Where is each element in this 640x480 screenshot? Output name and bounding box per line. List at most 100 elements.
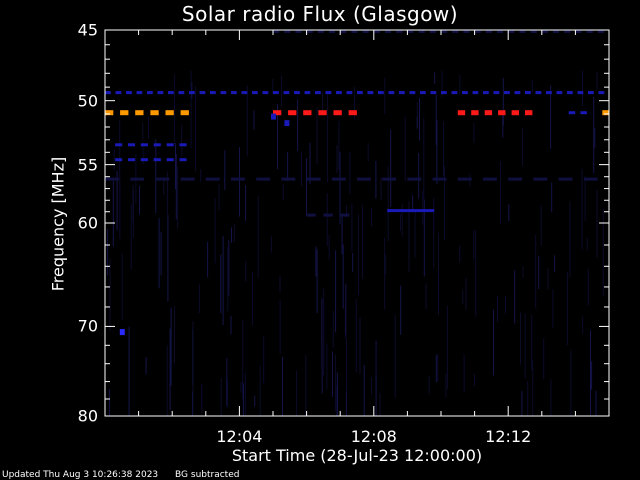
band-dash bbox=[474, 30, 481, 33]
noise-streak bbox=[163, 177, 165, 196]
noise-streak bbox=[305, 355, 307, 416]
noise-streak bbox=[297, 99, 299, 152]
band-dash bbox=[318, 110, 327, 116]
band-dash bbox=[135, 110, 144, 116]
band-dash bbox=[115, 143, 123, 147]
noise-streak bbox=[339, 151, 341, 225]
chart-title: Solar radio Flux (Glasgow) bbox=[181, 2, 459, 26]
noise-streak bbox=[277, 104, 278, 170]
noise-streak bbox=[335, 354, 337, 412]
noise-streak bbox=[259, 365, 261, 416]
band-dash bbox=[128, 158, 136, 162]
noise-streak bbox=[433, 197, 435, 268]
noise-streak bbox=[287, 151, 289, 182]
noise-streak bbox=[367, 142, 369, 161]
band-dash bbox=[180, 110, 189, 116]
band-dash bbox=[283, 91, 290, 95]
noise-streak bbox=[581, 169, 583, 250]
band-dash bbox=[597, 30, 604, 33]
x-tick-label: 12:04 bbox=[216, 427, 263, 446]
band-dash bbox=[306, 30, 313, 33]
noise-streak bbox=[167, 214, 169, 302]
noise-streak bbox=[540, 205, 542, 246]
band-dash bbox=[430, 91, 437, 95]
noise-streak bbox=[119, 182, 121, 239]
noise-streak bbox=[532, 359, 534, 416]
noise-streak bbox=[361, 204, 363, 279]
y-tick-label: 80 bbox=[77, 406, 98, 426]
noise-streak bbox=[316, 107, 318, 164]
noise-streak bbox=[281, 76, 283, 107]
noise-streak bbox=[584, 175, 586, 221]
band-dash bbox=[199, 91, 206, 95]
band-dash bbox=[441, 91, 447, 95]
band-dash bbox=[331, 177, 346, 181]
band-dash bbox=[546, 91, 552, 95]
band-dash bbox=[140, 143, 148, 147]
x-tick-label: 12:12 bbox=[485, 427, 532, 446]
band-dash bbox=[508, 30, 515, 33]
band-dash bbox=[351, 30, 358, 33]
band-dash bbox=[485, 30, 492, 33]
band-dash bbox=[340, 213, 350, 217]
noise-streak bbox=[341, 213, 343, 254]
noise-streak bbox=[306, 158, 307, 216]
band-dash bbox=[304, 91, 311, 95]
band-dash bbox=[256, 177, 271, 181]
noise-streak bbox=[412, 195, 414, 213]
noise-streak bbox=[375, 345, 377, 376]
noise-streak bbox=[390, 129, 392, 207]
noise-streak bbox=[355, 299, 357, 373]
noise-streak bbox=[438, 232, 439, 316]
band-dash bbox=[115, 158, 123, 162]
noise-streak bbox=[465, 278, 467, 310]
band-dash bbox=[407, 177, 422, 181]
band-dash bbox=[451, 91, 458, 95]
band-dash bbox=[165, 110, 174, 116]
noise-streak bbox=[145, 357, 147, 374]
noise-streak bbox=[379, 392, 381, 416]
noise-streak bbox=[295, 370, 297, 416]
noise-streak bbox=[502, 78, 504, 126]
band-dash bbox=[378, 91, 384, 95]
noise-streak bbox=[520, 312, 521, 365]
band-dash bbox=[166, 158, 174, 162]
noise-streak bbox=[594, 127, 596, 148]
band-dash bbox=[463, 30, 470, 33]
band-dash bbox=[306, 213, 316, 217]
noise-streak bbox=[142, 142, 144, 165]
noise-streak bbox=[384, 238, 386, 310]
noise-streak bbox=[169, 328, 171, 411]
band-dash bbox=[598, 91, 605, 95]
noise-streak bbox=[336, 372, 338, 416]
noise-streak bbox=[270, 236, 272, 253]
noise-streak bbox=[527, 381, 529, 416]
noise-streak bbox=[422, 190, 424, 225]
noise-streak bbox=[596, 71, 598, 90]
emission-spots bbox=[119, 113, 290, 336]
noise-streak bbox=[408, 201, 410, 272]
band-dash bbox=[568, 111, 576, 115]
noise-streak bbox=[322, 91, 323, 111]
band-dash bbox=[231, 91, 237, 95]
band-dash bbox=[388, 91, 395, 95]
band-dash bbox=[564, 30, 571, 33]
noise-streak bbox=[423, 117, 425, 201]
band-dash bbox=[602, 110, 609, 116]
noise-streak bbox=[436, 120, 438, 185]
noise-streak bbox=[336, 385, 338, 416]
noise-streak bbox=[351, 203, 353, 252]
band-dash bbox=[105, 91, 111, 95]
band-dash bbox=[288, 110, 297, 116]
band-dash bbox=[153, 143, 161, 147]
noise-streak bbox=[108, 389, 110, 416]
band-dash bbox=[346, 91, 353, 95]
noise-streak bbox=[535, 234, 537, 309]
noise-streak bbox=[309, 142, 311, 184]
noise-streak bbox=[441, 70, 443, 98]
axis-ticks bbox=[105, 29, 609, 417]
noise-streak bbox=[112, 180, 114, 247]
band-dash bbox=[220, 91, 227, 95]
noise-streak bbox=[590, 330, 591, 415]
